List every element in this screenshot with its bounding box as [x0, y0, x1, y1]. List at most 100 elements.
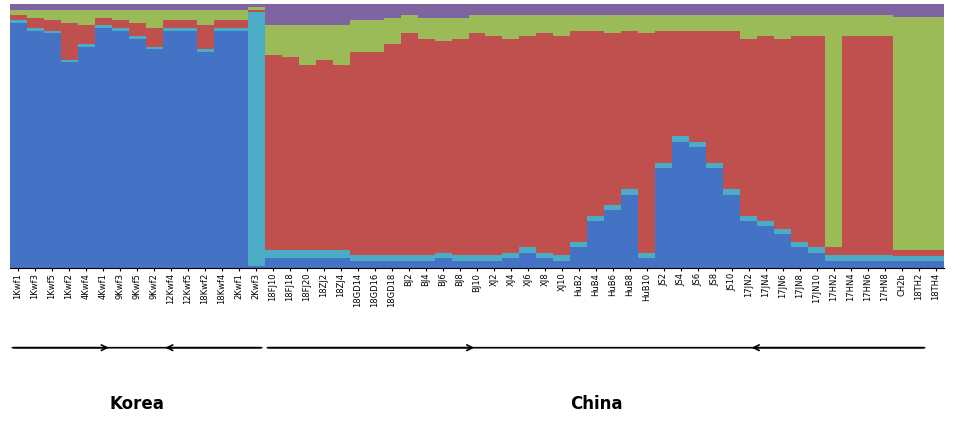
Bar — [502, 39, 519, 252]
Bar — [841, 36, 859, 255]
Bar — [315, 258, 333, 268]
Bar — [27, 10, 44, 17]
Bar — [451, 255, 468, 261]
Bar — [859, 36, 876, 255]
Bar — [349, 261, 366, 268]
Bar — [807, 247, 824, 252]
Bar — [417, 39, 434, 255]
Bar — [179, 28, 196, 31]
Bar — [179, 20, 196, 28]
Bar — [672, 136, 689, 142]
Bar — [841, 261, 859, 268]
Bar — [281, 26, 298, 57]
Bar — [740, 216, 757, 221]
Bar — [247, 266, 264, 268]
Bar — [689, 31, 706, 142]
Bar — [10, 10, 27, 15]
Bar — [434, 17, 451, 41]
Bar — [807, 15, 824, 36]
Bar — [162, 4, 179, 10]
Bar — [112, 20, 129, 28]
Bar — [638, 15, 655, 33]
Bar — [10, 23, 27, 268]
Bar — [655, 31, 672, 163]
Bar — [876, 15, 893, 36]
Bar — [468, 255, 485, 261]
Bar — [27, 31, 44, 268]
Bar — [841, 4, 859, 15]
Bar — [383, 261, 400, 268]
Bar — [774, 39, 791, 229]
Bar — [315, 250, 333, 258]
Bar — [129, 10, 146, 23]
Bar — [281, 57, 298, 250]
Bar — [824, 15, 841, 247]
Bar — [638, 252, 655, 258]
Bar — [638, 258, 655, 268]
Bar — [706, 4, 722, 15]
Bar — [129, 39, 146, 268]
Bar — [824, 261, 841, 268]
Bar — [213, 4, 231, 10]
Bar — [893, 4, 909, 17]
Bar — [196, 26, 213, 49]
Bar — [791, 242, 807, 247]
Bar — [570, 247, 587, 268]
Bar — [570, 4, 587, 15]
Bar — [333, 4, 349, 26]
Bar — [162, 28, 179, 31]
Bar — [112, 10, 129, 20]
Bar — [876, 4, 893, 15]
Bar — [926, 250, 943, 255]
Bar — [536, 33, 553, 252]
Bar — [824, 247, 841, 255]
Bar — [807, 252, 824, 268]
Bar — [926, 261, 943, 268]
Bar — [247, 10, 264, 12]
Bar — [824, 255, 841, 261]
Bar — [264, 258, 281, 268]
Bar — [468, 33, 485, 255]
Bar — [77, 4, 94, 10]
Bar — [146, 28, 162, 47]
Bar — [553, 255, 570, 261]
Bar — [417, 4, 434, 18]
Bar — [60, 10, 77, 23]
Bar — [315, 26, 333, 60]
Bar — [27, 17, 44, 28]
Bar — [247, 4, 264, 7]
Bar — [485, 261, 502, 268]
Bar — [27, 4, 44, 10]
Bar — [146, 10, 162, 28]
Bar — [231, 31, 247, 268]
Bar — [400, 261, 417, 268]
Bar — [112, 28, 129, 31]
Bar — [926, 255, 943, 261]
Bar — [926, 4, 943, 17]
Bar — [740, 15, 757, 39]
Bar — [893, 255, 909, 261]
Bar — [824, 4, 841, 15]
Bar — [196, 10, 213, 26]
Bar — [383, 44, 400, 255]
Bar — [231, 10, 247, 20]
Bar — [400, 4, 417, 15]
Bar — [757, 15, 774, 36]
Bar — [689, 4, 706, 15]
Bar — [468, 4, 485, 15]
Bar — [604, 210, 620, 268]
Bar — [909, 250, 926, 255]
Bar — [333, 250, 349, 258]
Bar — [909, 255, 926, 261]
Bar — [44, 33, 60, 268]
Bar — [706, 31, 722, 163]
Bar — [349, 255, 366, 261]
Bar — [333, 258, 349, 268]
Bar — [620, 189, 638, 194]
Bar — [791, 36, 807, 242]
Bar — [587, 4, 604, 15]
Bar — [740, 39, 757, 216]
Bar — [247, 12, 264, 266]
Bar — [315, 4, 333, 26]
Bar — [213, 10, 231, 20]
